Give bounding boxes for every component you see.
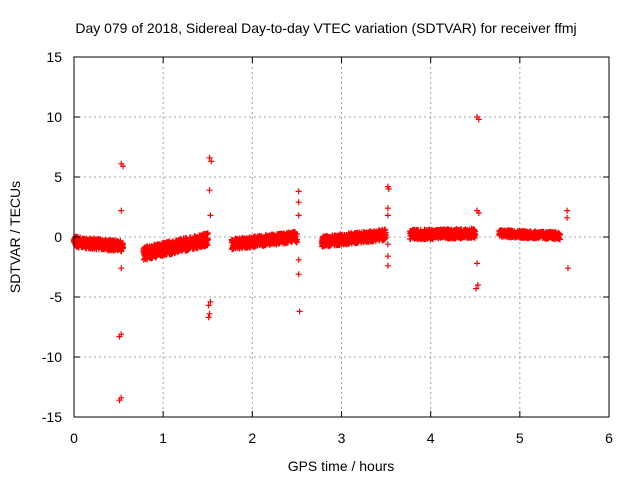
outlier-point (116, 333, 123, 340)
y-axis-label: SDTVAR / TECUs (7, 181, 23, 293)
outlier-point (206, 154, 213, 161)
y-tick-label: 5 (54, 169, 62, 185)
x-tick-label: 1 (159, 430, 167, 446)
chart-title: Day 079 of 2018, Sidereal Day-to-day VTE… (75, 20, 576, 36)
data-point (557, 236, 564, 243)
x-tick-label: 6 (605, 430, 613, 446)
y-tick-label: -10 (42, 349, 62, 365)
outlier-point (473, 285, 480, 292)
y-tick-label: 10 (46, 109, 62, 125)
outlier-point (208, 158, 215, 165)
outlier-point (475, 210, 482, 216)
outlier-point (296, 308, 303, 315)
x-tick-label: 2 (248, 430, 256, 446)
outlier-point (384, 205, 391, 212)
outlier-point (205, 314, 212, 321)
x-tick-labels: 0 1 2 3 4 5 6 (70, 430, 613, 446)
outlier-point (116, 397, 123, 404)
y-tick-label: -5 (50, 289, 63, 305)
outlier-point (206, 310, 213, 317)
x-tick-label: 0 (70, 430, 78, 446)
y-tick-label: -15 (42, 409, 62, 425)
outlier-point (384, 262, 391, 269)
data-point (293, 239, 300, 246)
y-tick-labels: -15 -10 -5 0 5 10 15 (42, 49, 62, 425)
outlier-point (564, 207, 571, 214)
outlier-point (385, 186, 392, 192)
outlier-point (295, 271, 302, 278)
data-point (382, 229, 389, 236)
y-tick-label: 0 (54, 229, 62, 245)
x-axis-label: GPS time / hours (288, 458, 395, 474)
data-point (204, 236, 211, 243)
outlier-point (475, 116, 482, 123)
outlier-point (295, 199, 302, 206)
axis-ticks (73, 56, 610, 418)
outlier-point (295, 256, 302, 263)
outlier-point (205, 302, 212, 309)
x-tick-label: 4 (427, 430, 435, 446)
outlier-point (295, 188, 302, 195)
outlier-point (384, 212, 391, 219)
y-tick-label: 15 (46, 49, 62, 65)
x-tick-label: 5 (516, 430, 524, 446)
data-point (472, 228, 479, 235)
outlier-point (295, 212, 302, 219)
outlier-point (207, 212, 214, 219)
data-points (70, 114, 571, 404)
outlier-point (474, 260, 481, 267)
outlier-point (564, 214, 571, 221)
data-point (119, 244, 126, 251)
outlier-point (384, 241, 391, 248)
outlier-point (118, 207, 125, 214)
outlier-point (206, 187, 213, 194)
outlier-point (384, 253, 391, 260)
data-point (204, 242, 211, 249)
outlier-point (118, 265, 125, 272)
outlier-point (207, 298, 214, 305)
data-point (204, 230, 211, 237)
x-tick-label: 3 (338, 430, 346, 446)
data-point (293, 230, 300, 237)
outlier-point (120, 163, 127, 170)
outlier-point (564, 265, 571, 272)
outlier-point (474, 282, 481, 288)
